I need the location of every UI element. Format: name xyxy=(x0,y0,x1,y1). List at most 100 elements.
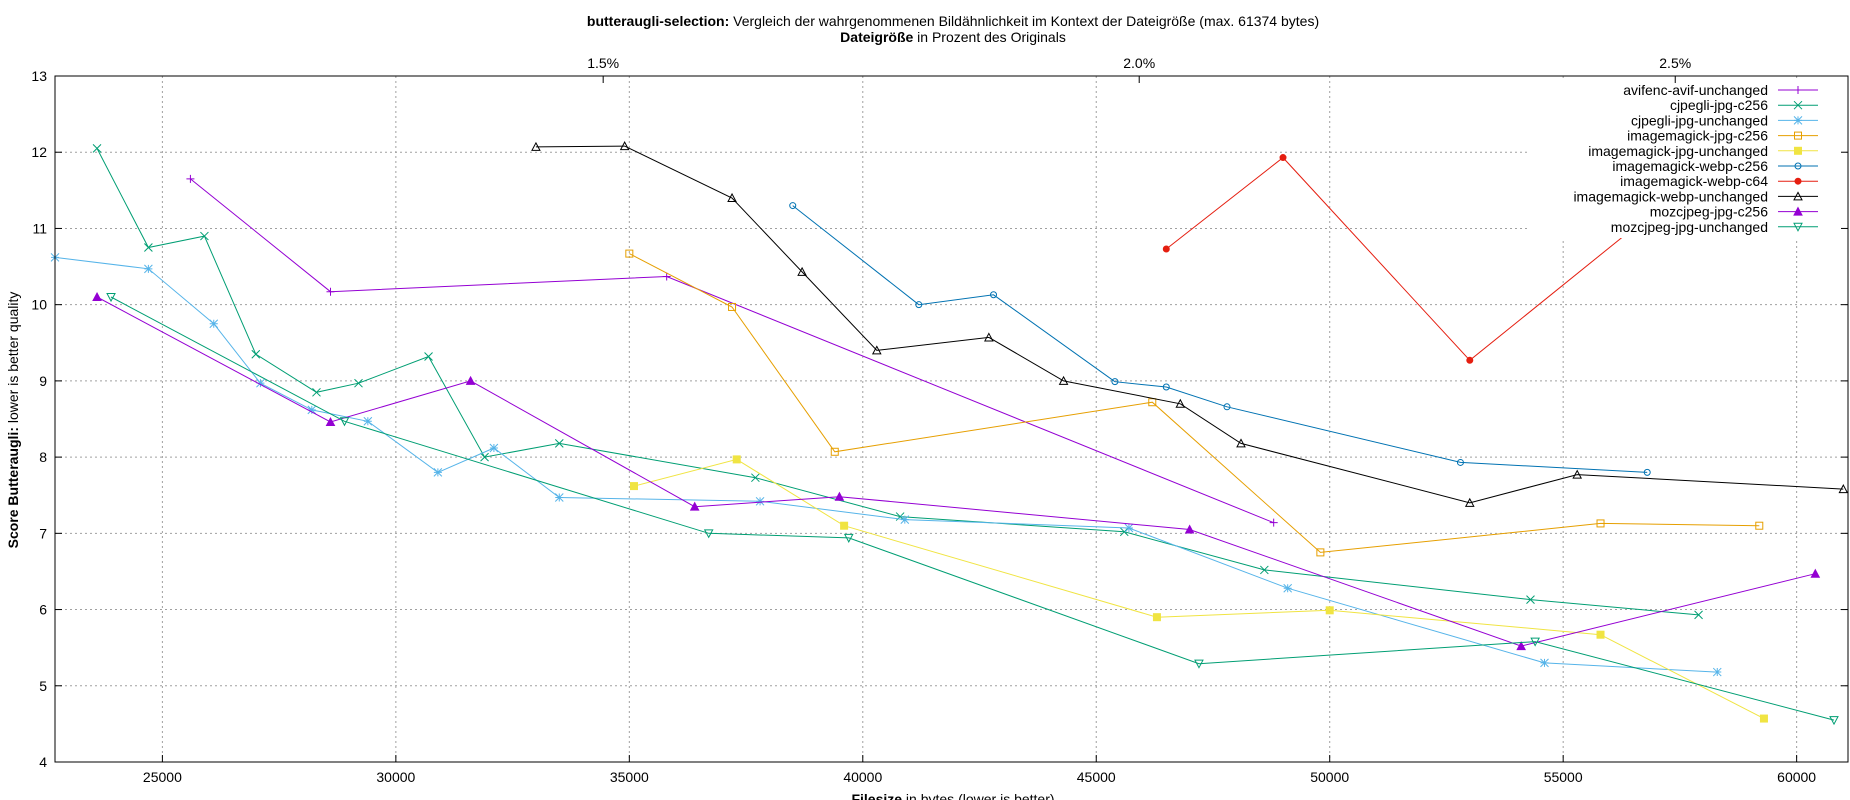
series-line xyxy=(633,458,1765,720)
x-tick-label: 55000 xyxy=(1544,769,1583,785)
data-point xyxy=(1456,458,1464,466)
series-line xyxy=(190,178,1274,524)
data-point xyxy=(1793,100,1803,110)
data-point xyxy=(1793,191,1803,201)
data-point xyxy=(1464,497,1475,507)
data-point xyxy=(703,529,714,539)
series-imagemagick-webp-c256 xyxy=(789,202,1651,476)
y-axis-label-rest: lower is better quality xyxy=(5,292,21,427)
series-imagemagick-jpg-unchanged xyxy=(629,455,1768,723)
data-point xyxy=(830,447,839,456)
data-point xyxy=(1325,606,1334,615)
data-point xyxy=(990,291,998,299)
y-tick-label: 9 xyxy=(39,373,47,389)
data-point xyxy=(789,202,797,210)
chart-title: butteraugli-selection: Vergleich der wah… xyxy=(587,13,1319,29)
data-point xyxy=(433,468,443,477)
chart-title-rest: Vergleich der wahrgenommenen Bildähnlich… xyxy=(729,13,1319,29)
data-point xyxy=(619,141,630,151)
legend-entry: cjpegli-jpg-c256 xyxy=(1670,97,1818,113)
legend-label: cjpegli-jpg-unchanged xyxy=(1631,112,1768,128)
y-tick-label: 8 xyxy=(39,449,47,465)
x-axis-label: Filesize in bytes (lower is better) xyxy=(851,791,1054,800)
data-point xyxy=(1236,438,1246,448)
data-point xyxy=(1279,154,1287,162)
data-point xyxy=(209,319,219,329)
data-point xyxy=(312,387,321,397)
series-imagemagick-webp-unchanged xyxy=(531,141,1849,507)
data-point xyxy=(1283,583,1293,593)
x-tick-label: 30000 xyxy=(376,769,415,785)
data-point xyxy=(629,482,638,491)
legend-entry: imagemagick-jpg-unchanged xyxy=(1588,143,1818,159)
data-point xyxy=(732,455,741,464)
data-point xyxy=(256,378,265,388)
x-tick-label: 50000 xyxy=(1310,769,1349,785)
x2-tick-label: 2.0% xyxy=(1123,55,1155,71)
data-point xyxy=(144,264,153,274)
data-point xyxy=(1184,524,1195,534)
data-point xyxy=(1111,378,1119,386)
data-point xyxy=(251,349,261,359)
legend-label: avifenc-avif-unchanged xyxy=(1623,82,1768,98)
data-point xyxy=(363,416,373,426)
y-tick-label: 10 xyxy=(31,297,47,313)
x2-axis-label-rest: in Prozent des Originals xyxy=(913,29,1066,45)
series-line xyxy=(535,145,1844,504)
data-point xyxy=(326,287,335,296)
data-point xyxy=(1162,245,1170,253)
data-point xyxy=(1530,637,1540,647)
data-point xyxy=(1793,116,1803,125)
data-point xyxy=(186,174,195,183)
data-point xyxy=(1794,162,1802,170)
data-point xyxy=(424,352,433,361)
data-point xyxy=(531,141,541,151)
data-point xyxy=(1259,565,1269,575)
data-point xyxy=(307,405,317,415)
data-point xyxy=(755,496,765,506)
data-point xyxy=(1794,86,1802,94)
plot-frame xyxy=(54,75,1849,763)
data-point xyxy=(1712,667,1722,677)
axes: 25000 30000 35000 40000 45000 50000 55000 60000… xyxy=(31,55,1849,785)
series-line xyxy=(110,296,1835,721)
x-axis-label-bold: Filesize xyxy=(851,791,902,800)
data-point xyxy=(984,332,994,342)
data-point xyxy=(871,345,882,355)
y-tick-label: 4 xyxy=(39,754,47,770)
legend-label: cjpegli-jpg-c256 xyxy=(1670,97,1768,113)
legend-entry: imagemagick-webp-c256 xyxy=(1612,158,1818,174)
data-point xyxy=(1794,131,1802,140)
data-point xyxy=(106,293,116,303)
data-point xyxy=(554,493,564,502)
x2-axis-label-bold: Dateigröße xyxy=(840,29,913,45)
data-point xyxy=(325,416,336,427)
data-point xyxy=(1124,523,1134,533)
series-line xyxy=(629,253,1760,553)
series-line xyxy=(1165,156,1639,361)
legend-label: mozcjpeg-jpg-unchanged xyxy=(1611,219,1768,235)
data-point xyxy=(1810,568,1821,578)
data-point xyxy=(144,243,153,252)
data-point xyxy=(1643,468,1651,476)
data-point xyxy=(1162,383,1170,391)
data-point xyxy=(1194,659,1204,669)
data-point xyxy=(843,533,854,543)
x2-axis-label: Dateigröße in Prozent des Originals xyxy=(840,29,1066,45)
series-line xyxy=(96,148,1699,616)
data-point xyxy=(1694,610,1703,620)
data-point xyxy=(489,443,499,453)
y-axis-label-bold: Score Butteraugli: xyxy=(5,427,21,548)
series-avifenc-avif-unchanged xyxy=(186,174,1278,527)
data-point xyxy=(1316,548,1325,557)
x-axis-label-rest: in bytes (lower is better) xyxy=(902,791,1055,800)
data-point xyxy=(1152,613,1161,622)
data-point xyxy=(797,266,807,276)
legend-entry: cjpegli-jpg-unchanged xyxy=(1631,112,1818,128)
series-line xyxy=(96,296,1816,647)
data-point xyxy=(689,501,700,511)
x-tick-label: 60000 xyxy=(1777,769,1816,785)
data-point xyxy=(339,417,350,427)
data-point xyxy=(1794,177,1802,185)
data-point xyxy=(1223,403,1231,411)
